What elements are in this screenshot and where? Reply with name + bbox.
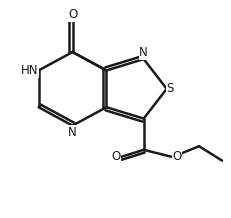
Text: S: S — [166, 82, 173, 95]
Text: N: N — [68, 126, 77, 139]
Text: O: O — [111, 150, 120, 164]
Text: O: O — [68, 8, 77, 21]
Text: O: O — [172, 150, 181, 164]
Text: N: N — [139, 46, 147, 59]
Text: HN: HN — [21, 64, 38, 77]
